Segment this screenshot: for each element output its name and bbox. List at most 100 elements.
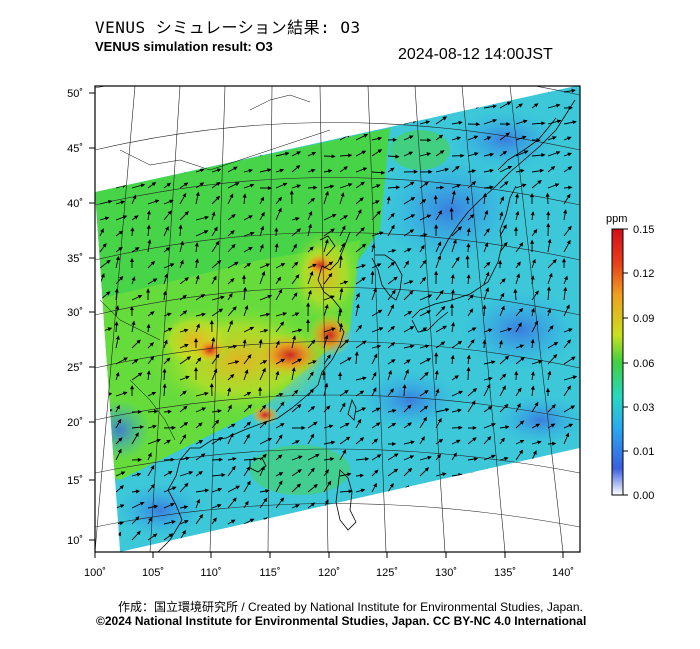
wind-arrowhead — [215, 353, 220, 359]
wind-arrowhead — [193, 366, 199, 372]
wind-arrowhead — [391, 422, 397, 427]
wind-arrowhead — [277, 196, 283, 202]
wind-arrowhead — [506, 101, 512, 106]
wind-arrowhead — [499, 339, 503, 345]
wind-arrowhead — [147, 239, 152, 244]
wind-arrowhead — [489, 152, 495, 157]
wind-arrowhead — [345, 436, 351, 441]
wind-arrowhead — [248, 168, 254, 173]
wind-arrowhead — [247, 404, 253, 409]
wind-arrowhead — [234, 261, 239, 266]
wind-arrowhead — [297, 469, 302, 474]
wind-arrowhead — [167, 210, 172, 215]
wind-arrowhead — [183, 328, 189, 333]
wind-arrowhead — [504, 181, 509, 186]
wind-arrowhead — [541, 153, 546, 158]
wind-arrowhead — [534, 320, 539, 326]
wind-arrowhead — [457, 408, 462, 413]
wind-arrowhead — [209, 319, 214, 325]
wind-arrowhead — [262, 453, 267, 459]
wind-arrowhead — [298, 455, 303, 460]
colorbar: ppm 0.15 0.12 0.09 0.06 0.03 0.01 0.00 — [606, 213, 654, 502]
wind-arrowhead — [233, 166, 238, 171]
wind-arrowhead — [261, 271, 266, 276]
wind-arrowhead — [309, 371, 314, 376]
wind-arrowhead — [344, 339, 350, 344]
wind-arrowhead — [529, 192, 535, 198]
wind-arrowhead — [115, 305, 120, 310]
wind-arrowhead — [216, 181, 221, 186]
wind-arrowhead — [546, 286, 551, 291]
wind-arrowhead — [426, 310, 432, 315]
wind-arrowhead — [227, 387, 232, 392]
wind-arrowhead — [486, 136, 492, 141]
wind-arrowhead — [296, 184, 302, 189]
wind-arrowhead — [165, 225, 169, 231]
wind-arrowhead — [489, 185, 494, 190]
wind-arrowhead — [243, 286, 248, 291]
wind-arrowhead — [392, 442, 397, 447]
wind-arrowhead — [466, 366, 471, 371]
wind-arrowhead — [378, 327, 384, 331]
wind-arrowhead — [553, 341, 559, 346]
wind-arrowhead — [552, 136, 557, 140]
wind-arrowhead — [328, 424, 334, 429]
wind-arrowhead — [572, 120, 577, 125]
wind-arrowhead — [391, 359, 396, 364]
wind-arrowhead — [246, 262, 252, 267]
wind-arrowhead — [360, 227, 365, 232]
wind-arrowhead — [410, 181, 415, 186]
wind-arrowhead — [146, 224, 151, 229]
wind-arrowhead — [309, 270, 314, 276]
wind-arrowhead — [107, 327, 113, 332]
wind-arrowhead — [195, 274, 200, 280]
wind-arrowhead — [486, 383, 491, 389]
wind-arrowhead — [489, 168, 495, 173]
wind-arrowhead — [242, 193, 247, 198]
wind-arrowhead — [452, 452, 457, 457]
wind-arrowhead — [278, 480, 283, 485]
wind-arrowhead — [204, 488, 210, 493]
wind-arrowhead — [491, 423, 496, 427]
wind-arrowhead — [547, 370, 552, 376]
wind-arrowhead — [451, 190, 456, 195]
wind-arrowhead — [129, 305, 134, 311]
wind-arrowhead — [245, 433, 250, 439]
wind-arrowhead — [120, 200, 125, 205]
wind-arrowhead — [390, 212, 395, 218]
wind-arrowhead — [538, 359, 543, 364]
wind-arrowhead — [310, 433, 315, 439]
wind-arrowhead — [291, 366, 296, 372]
wind-arrowhead — [466, 354, 471, 359]
wind-arrowhead — [100, 273, 105, 278]
wind-arrowhead — [458, 425, 463, 430]
wind-arrowhead — [376, 263, 382, 268]
wind-arrowhead — [408, 151, 414, 156]
wind-arrowhead — [568, 185, 573, 190]
wind-arrowhead — [391, 289, 396, 295]
wind-arrowhead — [115, 335, 120, 340]
wind-arrowhead — [248, 246, 253, 251]
wind-arrowhead — [296, 483, 302, 488]
wind-arrowhead — [249, 518, 255, 523]
wind-arrowhead — [465, 254, 470, 260]
wind-arrowhead — [354, 351, 359, 356]
wind-arrowhead — [504, 403, 509, 409]
wind-arrowhead — [410, 197, 416, 201]
wind-arrowhead — [361, 150, 367, 155]
wind-arrowhead — [311, 152, 317, 156]
wind-arrowhead — [393, 468, 399, 473]
wind-arrowhead — [231, 423, 236, 428]
wind-arrowhead — [390, 325, 396, 331]
wind-arrowhead — [231, 465, 236, 471]
wind-arrowhead — [473, 135, 479, 140]
wind-arrowhead — [280, 263, 286, 267]
wind-arrowhead — [327, 480, 332, 486]
wind-arrowhead — [130, 385, 135, 390]
wind-arrowhead — [329, 184, 335, 189]
wind-arrowhead — [118, 230, 124, 235]
colorbar-scale — [611, 228, 624, 496]
wind-arrowhead — [277, 207, 282, 213]
wind-arrowhead — [330, 440, 336, 445]
wind-arrowhead — [258, 386, 263, 391]
